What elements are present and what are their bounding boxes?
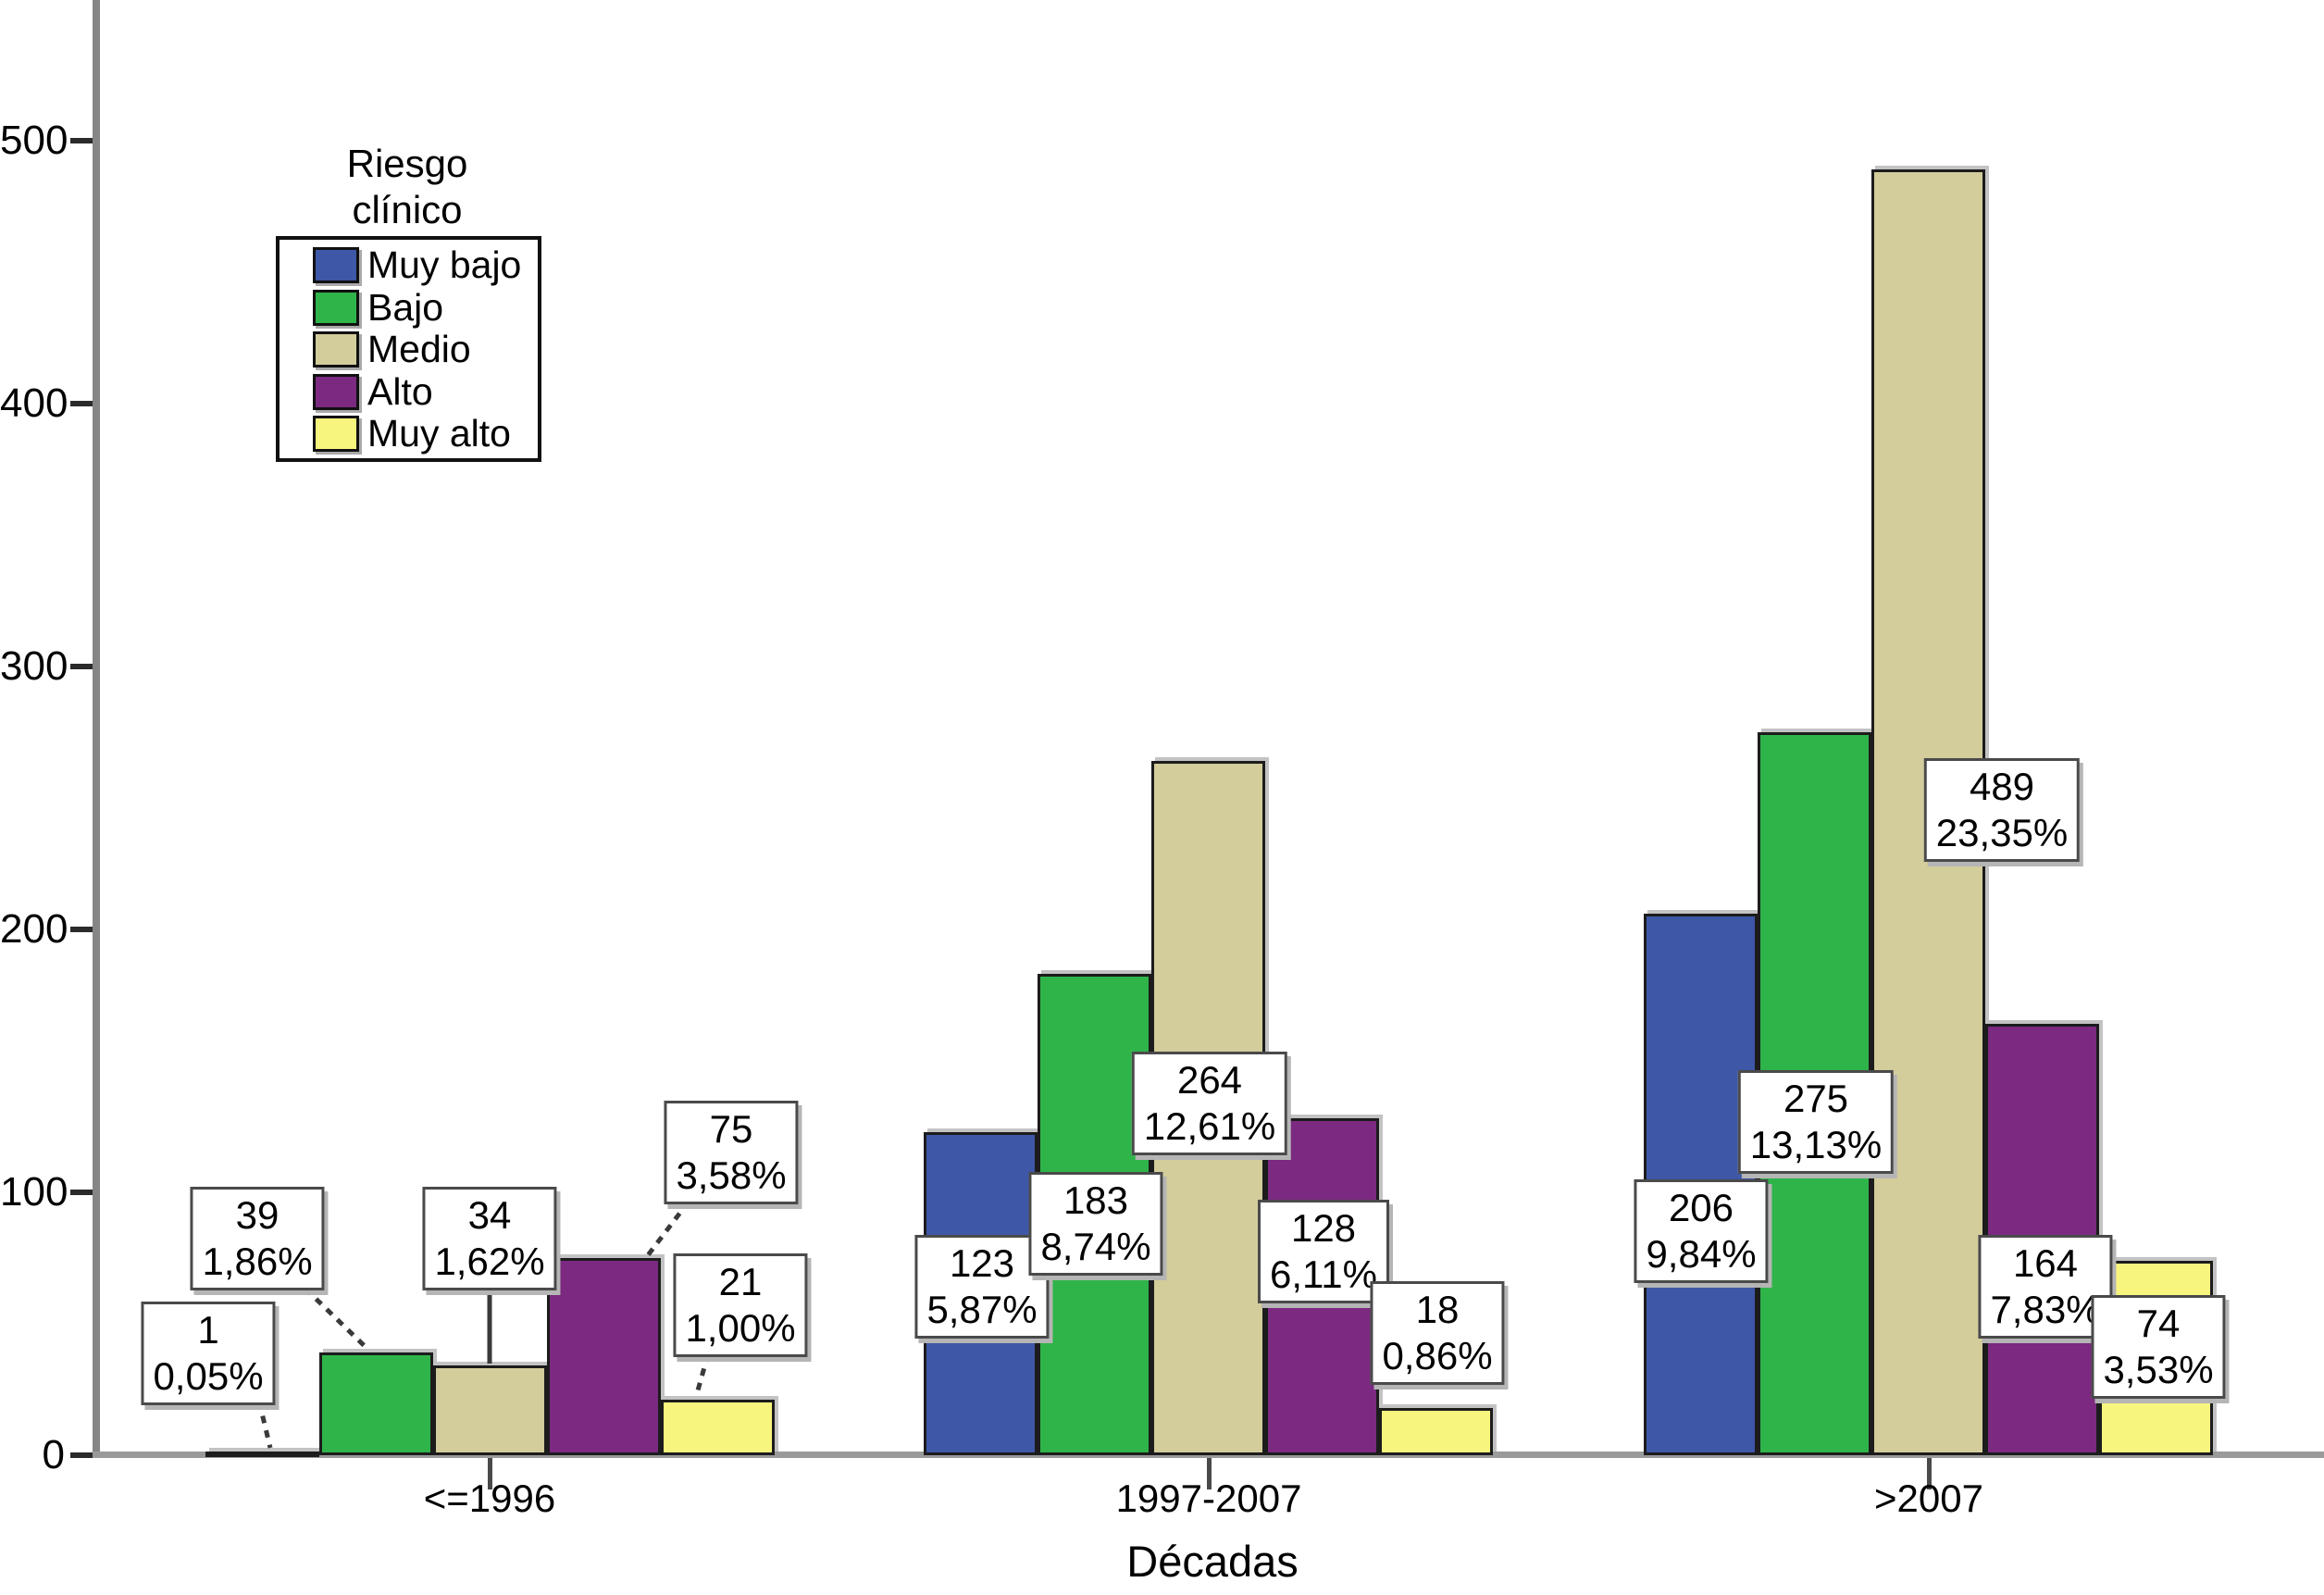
bar-bajo xyxy=(319,1352,433,1455)
bar-label-percent: 1,00% xyxy=(685,1306,796,1350)
legend-title: Riesgo clínico xyxy=(347,141,468,233)
bar-label-count: 128 xyxy=(1290,1206,1357,1250)
bar-label-percent: 1,86% xyxy=(202,1240,313,1283)
legend-item-label: Bajo xyxy=(367,285,444,329)
bar-label-muy-bajo--1996: 1 0,05% xyxy=(141,1302,276,1405)
bar-label-alto--1996: 75 3,58% xyxy=(664,1101,799,1204)
legend-swatch-bajo xyxy=(313,289,359,326)
legend-item-label: Muy bajo xyxy=(367,243,522,286)
legend-item-bajo: Bajo xyxy=(313,285,444,329)
x-tick xyxy=(1927,1458,1932,1489)
bar-label-percent: 23,35% xyxy=(1935,811,2069,854)
callout-line xyxy=(646,1200,690,1257)
callout-line xyxy=(304,1287,370,1352)
bar-label-count: 275 xyxy=(1783,1077,1849,1120)
bar-label-count: 18 xyxy=(1415,1288,1460,1331)
callout-line xyxy=(693,1353,711,1398)
y-tick-label: 0 xyxy=(42,1432,65,1477)
bar-label-percent: 7,83% xyxy=(1990,1288,2101,1331)
legend-swatch-muy-bajo xyxy=(313,247,359,283)
bar-label-percent: 3,53% xyxy=(2103,1348,2214,1391)
bar-label-medio--2007: 489 23,35% xyxy=(1923,758,2081,862)
bar-label-count: 183 xyxy=(1063,1178,1129,1222)
y-tick xyxy=(70,1452,93,1458)
bar-alto xyxy=(547,1258,661,1455)
bar-label-bajo--1996: 39 1,86% xyxy=(190,1187,325,1290)
bar-label-count: 34 xyxy=(467,1193,512,1237)
bar-label-muy-alto--2007: 74 3,53% xyxy=(2091,1295,2226,1399)
callout-line xyxy=(256,1401,273,1449)
x-tick-label--1996: <=1996 xyxy=(423,1477,556,1520)
bar-muy-alto xyxy=(1379,1408,1493,1455)
bar-muy-bajo xyxy=(205,1452,319,1457)
bar-muy-alto xyxy=(661,1400,775,1455)
bar-label-count: 206 xyxy=(1668,1186,1734,1229)
bar-label-count: 75 xyxy=(709,1107,753,1151)
bar-label-medio--1996: 34 1,62% xyxy=(422,1187,557,1290)
bar-label-medio-1997-2007: 264 12,61% xyxy=(1131,1052,1288,1155)
bar-label-percent: 12,61% xyxy=(1143,1104,1276,1148)
bar-label-count: 264 xyxy=(1176,1058,1243,1102)
bar-label-count: 164 xyxy=(2012,1241,2079,1285)
y-tick-label: 200 xyxy=(0,906,68,952)
legend-item-medio: Medio xyxy=(313,329,471,370)
bar-label-percent: 0,86% xyxy=(1382,1334,1493,1377)
bar-label-muy-bajo-1997-2007: 123 5,87% xyxy=(914,1235,1050,1339)
bar-label-count: 39 xyxy=(235,1193,280,1237)
bar-label-count: 123 xyxy=(949,1241,1015,1285)
bar-label-muy-alto--1996: 21 1,00% xyxy=(673,1253,808,1357)
bar-label-muy-bajo--2007: 206 9,84% xyxy=(1634,1179,1769,1283)
y-tick-label: 300 xyxy=(0,643,68,689)
x-tick-label--2007: >2007 xyxy=(1874,1477,1983,1520)
legend-swatch-alto xyxy=(313,373,359,410)
bar-label-bajo--2007: 275 13,13% xyxy=(1737,1070,1895,1174)
bar-label-percent: 6,11% xyxy=(1270,1252,1377,1296)
y-tick xyxy=(70,401,93,406)
legend-swatch-medio xyxy=(313,331,359,368)
bar-label-count: 74 xyxy=(2136,1302,2181,1345)
legend-item-label: Medio xyxy=(367,328,471,370)
legend-item-alto: Alto xyxy=(313,369,433,413)
legend-item-label: Alto xyxy=(367,369,433,413)
legend-item-muy-bajo: Muy bajo xyxy=(313,244,521,286)
y-tick-label: 100 xyxy=(0,1169,68,1215)
bar-label-percent: 13,13% xyxy=(1749,1123,1883,1166)
y-tick xyxy=(70,1190,93,1195)
legend-swatch-muy-alto xyxy=(313,416,359,452)
y-tick xyxy=(70,138,93,143)
legend-box xyxy=(276,236,541,462)
y-axis-line xyxy=(93,0,100,1455)
bar-label-muy-alto-1997-2007: 18 0,86% xyxy=(1370,1281,1505,1385)
bar-label-percent: 9,84% xyxy=(1646,1232,1757,1276)
bar-label-percent: 5,87% xyxy=(926,1288,1038,1331)
x-axis-title: Décadas xyxy=(1126,1537,1299,1586)
x-tick-label-1997-2007: 1997-2007 xyxy=(1115,1477,1302,1520)
legend-item-label: Muy alto xyxy=(367,412,511,455)
bar-label-count: 1 xyxy=(197,1308,219,1352)
x-tick xyxy=(1207,1458,1212,1489)
bar-label-percent: 0,05% xyxy=(153,1354,264,1398)
legend-title-line: clínico xyxy=(352,188,463,231)
bar-label-alto--2007: 164 7,83% xyxy=(1978,1235,2113,1339)
legend-item-muy-alto: Muy alto xyxy=(313,413,511,455)
bar-label-count: 21 xyxy=(718,1260,763,1303)
bar-label-bajo-1997-2007: 183 8,74% xyxy=(1028,1172,1163,1276)
bar-label-alto-1997-2007: 128 6,11% xyxy=(1258,1200,1389,1303)
bar-label-percent: 1,62% xyxy=(434,1240,545,1283)
bar-label-percent: 3,58% xyxy=(676,1153,787,1197)
y-tick-label: 500 xyxy=(0,118,68,163)
bar-medio xyxy=(433,1365,547,1455)
bar-label-count: 489 xyxy=(1969,765,2035,808)
y-tick-label: 400 xyxy=(0,380,68,426)
x-tick xyxy=(488,1458,492,1489)
y-tick xyxy=(70,664,93,669)
bar-label-percent: 8,74% xyxy=(1040,1225,1151,1268)
y-tick xyxy=(70,927,93,932)
legend-title-line: Riesgo xyxy=(346,142,468,185)
